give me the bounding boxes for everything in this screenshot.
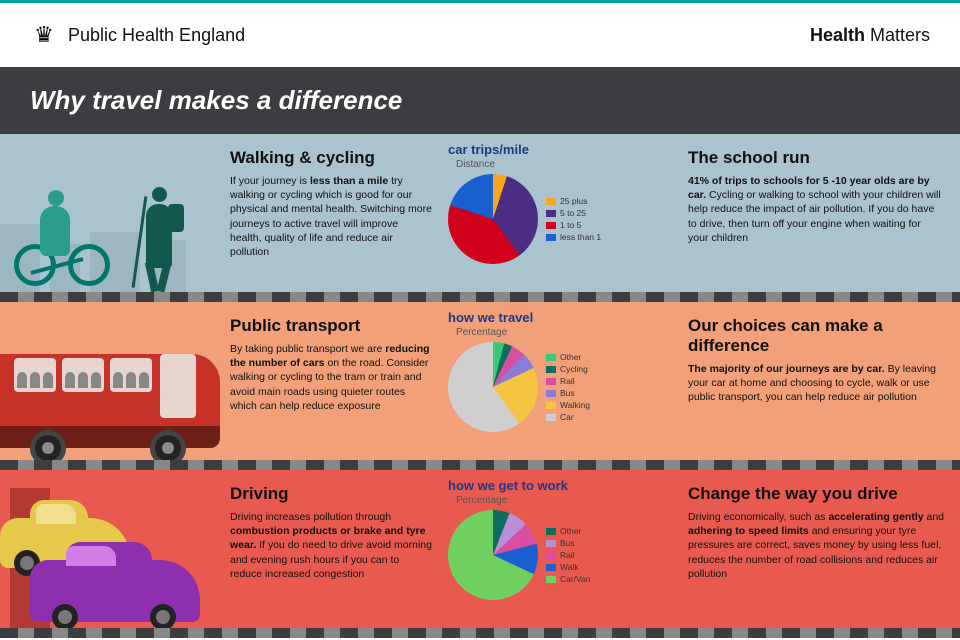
chart-title: car trips/mile (448, 142, 672, 157)
legend-item: Car/Van (546, 574, 591, 584)
left-heading: Driving (230, 484, 432, 504)
legend-item: Bus (546, 538, 591, 548)
car-purple-icon (30, 560, 200, 622)
legend-item: Bus (546, 388, 590, 398)
right-text: The school run 41% of trips to schools f… (680, 134, 960, 292)
chart-block: car trips/mile Distance 25 plus 5 to 25 1 … (440, 134, 680, 292)
pie-chart (448, 342, 538, 432)
legend-item: Walking (546, 400, 590, 410)
chart-subtitle: Percentage (456, 495, 672, 506)
legend: Other Bus Rail Walk Car/Van (546, 526, 591, 584)
header: ♛ Public Health England Health Matters (0, 0, 960, 67)
right-heading: Change the way you drive (688, 484, 944, 504)
left-heading: Walking & cycling (230, 148, 432, 168)
left-body: By taking public transport we are reduci… (230, 342, 432, 413)
right-body: The majority of our journeys are by car.… (688, 362, 944, 405)
left-body: Driving increases pollution through comb… (230, 510, 432, 581)
hiker-icon (130, 162, 200, 292)
legend-item: less than 1 (546, 232, 601, 242)
left-text: Public transport By taking public transp… (230, 302, 440, 460)
chart-block: how we travel Percentage Other Cycling Rai… (440, 302, 680, 460)
org-name: Public Health England (68, 25, 245, 46)
legend-item: Walk (546, 562, 591, 572)
road-divider (0, 628, 960, 638)
cyclist-icon (10, 172, 120, 292)
right-text: Our choices can make a difference The ma… (680, 302, 960, 460)
chart-title: how we travel (448, 310, 672, 325)
legend: Other Cycling Rail Bus Walking Car (546, 352, 590, 422)
legend-item: 5 to 25 (546, 208, 601, 218)
legend-item: Rail (546, 550, 591, 560)
legend-item: Rail (546, 376, 590, 386)
road-divider (0, 460, 960, 470)
legend: 25 plus 5 to 25 1 to 5 less than 1 (546, 196, 601, 242)
pie-chart (448, 510, 538, 600)
left-text: Driving Driving increases pollution thro… (230, 470, 440, 628)
left-heading: Public transport (230, 316, 432, 336)
brand-right: Health Matters (810, 25, 930, 46)
pie-chart (448, 174, 538, 264)
section-1: Walking & cycling If your journey is les… (0, 134, 960, 292)
right-heading: The school run (688, 148, 944, 168)
right-body: Driving economically, such as accelerati… (688, 510, 944, 581)
page-title: Why travel makes a difference (30, 85, 930, 116)
chart-subtitle: Percentage (456, 327, 672, 338)
legend-item: 25 plus (546, 196, 601, 206)
right-text: Change the way you drive Driving economi… (680, 470, 960, 628)
org-logo: ♛ Public Health England (30, 21, 245, 49)
legend-item: Other (546, 526, 591, 536)
chart-title: how we get to work (448, 478, 672, 493)
right-body: 41% of trips to schools for 5 -10 year o… (688, 174, 944, 245)
title-band: Why travel makes a difference (0, 67, 960, 134)
section-art (0, 470, 230, 628)
section-art (0, 134, 230, 292)
section-art (0, 302, 230, 460)
section-3: Driving Driving increases pollution thro… (0, 470, 960, 628)
left-body: If your journey is less than a mile try … (230, 174, 432, 259)
legend-item: Other (546, 352, 590, 362)
left-text: Walking & cycling If your journey is les… (230, 134, 440, 292)
bus-icon (0, 344, 230, 460)
legend-item: 1 to 5 (546, 220, 601, 230)
section-2: Public transport By taking public transp… (0, 302, 960, 460)
chart-block: how we get to work Percentage Other Bus Ra… (440, 470, 680, 628)
chart-subtitle: Distance (456, 159, 672, 170)
legend-item: Cycling (546, 364, 590, 374)
legend-item: Car (546, 412, 590, 422)
crest-icon: ♛ (30, 21, 58, 49)
right-heading: Our choices can make a difference (688, 316, 944, 356)
road-divider (0, 292, 960, 302)
